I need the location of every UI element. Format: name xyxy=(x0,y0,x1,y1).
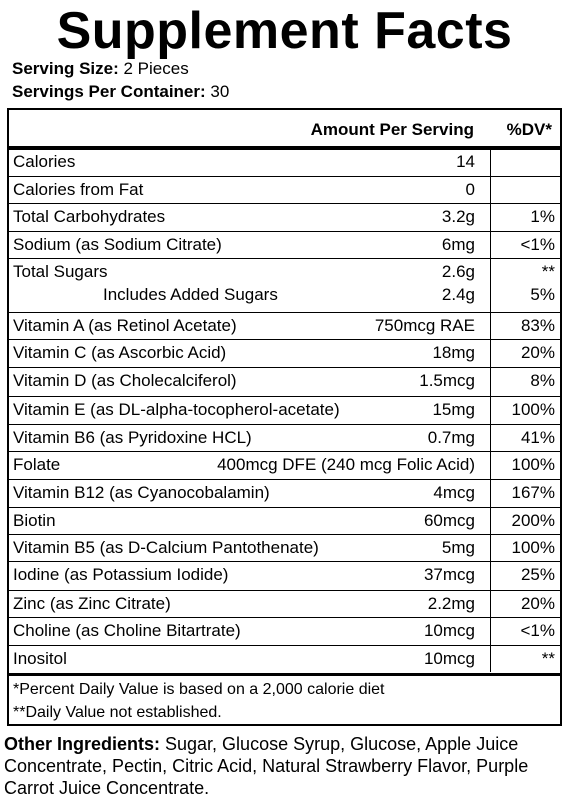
nutrient-name: Choline (as Choline Bitartrate) xyxy=(13,621,241,640)
nutrient-dv: <1% xyxy=(520,235,556,254)
nutrient-name: Calories from Fat xyxy=(13,180,144,199)
table-row: Vitamin B5 (as D-Calcium Pantothenate) 5m… xyxy=(9,534,560,562)
nutrient-dv: 83% xyxy=(520,316,555,335)
nutrient-dv: ** xyxy=(541,649,555,668)
table-row: Vitamin A (as Retinol Acetate) 750mcg RAE… xyxy=(9,312,560,340)
nutrient-dv: 20% xyxy=(520,343,555,362)
nutrient-dv: 100% xyxy=(511,538,555,557)
nutrient-name: Vitamin B12 (as Cyanocobalamin) xyxy=(13,483,270,502)
nutrient-name: Vitamin D (as Cholecalciferol) xyxy=(13,371,237,390)
table-row: Folate 400mcg DFE (240 mcg Folic Acid) 100… xyxy=(9,451,560,480)
table-row: Choline (as Choline Bitartrate) 10mcg <1% xyxy=(9,617,560,646)
table-row: Vitamin B6 (as Pyridoxine HCL) 0.7mg 41% xyxy=(9,424,560,452)
servings-value: 30 xyxy=(210,82,230,101)
table-row: Inositol 10mcg ** xyxy=(9,645,560,676)
nutrient-dv: 41% xyxy=(520,428,555,447)
nutrient-dv: 100% xyxy=(511,455,555,474)
serving-size: Serving Size: 2 Pieces xyxy=(12,59,189,79)
table-row: Vitamin B12 (as Cyanocobalamin) 4mcg 167% xyxy=(9,479,560,508)
table-row: Vitamin E (as DL-alpha-tocopherol-acetat… xyxy=(9,396,560,425)
nutrient-name: Inositol xyxy=(13,649,67,668)
panel-title: Supplement Facts xyxy=(56,2,513,60)
nutrient-amount: 10mcg xyxy=(423,621,475,640)
table-row: Zinc (as Zinc Citrate) 2.2mg 20% xyxy=(9,590,560,618)
nutrient-amount: 14 xyxy=(456,152,475,171)
table-row: Calories 14 xyxy=(9,148,560,177)
nutrient-dv: 25% xyxy=(520,565,555,584)
nutrient-amount: 5mg xyxy=(441,538,475,557)
nutrient-name: Folate xyxy=(13,455,61,474)
other-ingredients-label: Other Ingredients: xyxy=(4,734,161,754)
table-row: Calories from Fat 0 xyxy=(9,176,560,204)
nutrient-amount: 60mcg xyxy=(423,511,475,530)
table-row: Vitamin C (as Ascorbic Acid) 18mg 20% xyxy=(9,339,560,368)
nutrient-amount: 0.7mg xyxy=(427,428,475,447)
added-sugars-amount: 2.4g xyxy=(441,285,475,304)
nutrient-amount: 2.2mg xyxy=(427,594,475,613)
nutrient-name: Vitamin B5 (as D-Calcium Pantothenate) xyxy=(13,538,319,557)
nutrient-amount: 15mg xyxy=(432,400,475,419)
nutrient-name: Zinc (as Zinc Citrate) xyxy=(13,594,171,613)
footnote-dv: *Percent Daily Value is based on a 2,000… xyxy=(13,681,385,698)
nutrient-name: Iodine (as Potassium Iodide) xyxy=(13,565,229,584)
footnote-not-established: **Daily Value not established. xyxy=(13,704,222,721)
added-sugars-dv: 5% xyxy=(530,285,555,304)
dv-column-divider xyxy=(490,146,491,672)
nutrient-name: Total Carbohydrates xyxy=(13,207,166,226)
nutrient-dv: 200% xyxy=(511,511,555,530)
nutrient-amount: 1.5mcg xyxy=(419,371,475,390)
nutrient-name: Biotin xyxy=(13,511,56,530)
nutrient-name: Vitamin E (as DL-alpha-tocopherol-acetat… xyxy=(13,400,340,419)
facts-table: Amount Per Serving %DV* Calories 14 Calori… xyxy=(7,108,562,726)
table-row: Total Sugars 2.6g ** Includes Added Sugars 2… xyxy=(9,258,560,313)
dv-header: %DV* xyxy=(506,120,552,139)
table-row: Biotin 60mcg 200% xyxy=(9,507,560,535)
table-row: Iodine (as Potassium Iodide) 37mcg 25% xyxy=(9,561,560,591)
amount-header: Amount Per Serving xyxy=(310,120,474,139)
nutrient-name: Total Sugars xyxy=(13,262,108,281)
nutrient-dv: 1% xyxy=(530,207,555,226)
serving-size-label: Serving Size: xyxy=(12,59,119,78)
nutrient-dv: 167% xyxy=(511,483,555,502)
nutrient-amount: 6mg xyxy=(441,235,475,254)
servings-label: Servings Per Container: xyxy=(12,82,206,101)
nutrient-name: Vitamin C (as Ascorbic Acid) xyxy=(13,343,227,362)
nutrient-dv: ** xyxy=(541,262,555,281)
nutrient-amount: 10mcg xyxy=(423,649,475,668)
nutrient-name: Vitamin A (as Retinol Acetate) xyxy=(13,316,237,335)
nutrient-name: Calories xyxy=(13,152,76,171)
other-ingredients: Other Ingredients: Sugar, Glucose Syrup,… xyxy=(4,733,564,799)
table-header: Amount Per Serving %DV* xyxy=(9,110,560,150)
nutrient-amount: 37mcg xyxy=(423,565,475,584)
other-ingredients-text: Sugar, Glucose Syrup, Glucose, Apple Jui… xyxy=(4,734,529,798)
nutrient-amount: 18mg xyxy=(432,343,475,362)
nutrient-amount: 750mcg RAE xyxy=(374,316,475,335)
nutrient-dv: <1% xyxy=(520,621,556,640)
nutrient-dv: 100% xyxy=(511,400,555,419)
nutrient-amount: 400mcg DFE (240 mcg Folic Acid) xyxy=(217,455,475,474)
table-row: Sodium (as Sodium Citrate) 6mg <1% xyxy=(9,231,560,259)
nutrient-amount: 3.2g xyxy=(441,207,475,226)
nutrient-dv: 20% xyxy=(520,594,555,613)
nutrient-dv: 8% xyxy=(530,371,555,390)
nutrient-amount: 4mcg xyxy=(433,483,475,502)
nutrient-amount: 2.6g xyxy=(441,262,475,281)
nutrient-name: Vitamin B6 (as Pyridoxine HCL) xyxy=(13,428,252,447)
table-row: Vitamin D (as Cholecalciferol) 1.5mcg 8% xyxy=(9,367,560,397)
serving-size-value: 2 Pieces xyxy=(123,59,189,78)
added-sugars-name: Includes Added Sugars xyxy=(103,285,278,304)
nutrient-name: Sodium (as Sodium Citrate) xyxy=(13,235,222,254)
servings-per-container: Servings Per Container: 30 xyxy=(12,82,229,102)
table-row: Total Carbohydrates 3.2g 1% xyxy=(9,203,560,232)
nutrient-amount: 0 xyxy=(465,180,475,199)
